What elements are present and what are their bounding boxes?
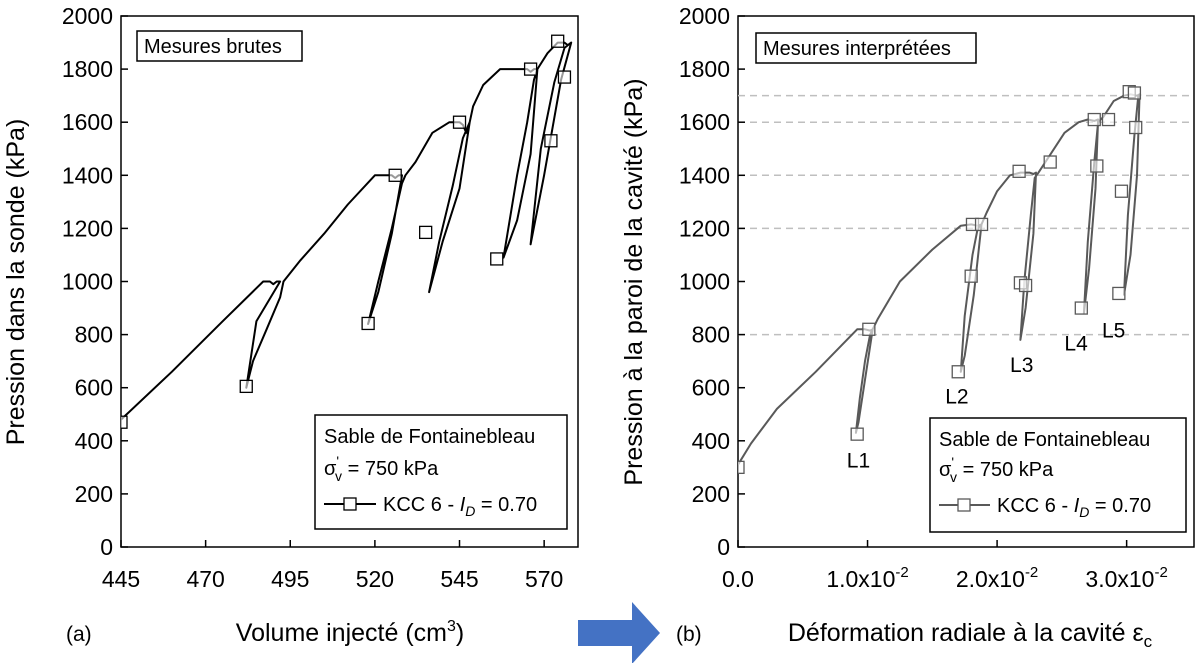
data-point-marker-b: [1018, 278, 1033, 293]
y-tick-label-a: 1800: [62, 56, 113, 82]
y-axis-label-b: Pression à la paroi de la cavité (kPa): [620, 78, 648, 485]
y-tick-label-a: 1600: [62, 109, 113, 135]
legend-entry-a: KCC 6 - ID = 0.70: [383, 494, 537, 519]
loop-label: L5: [1102, 319, 1125, 342]
data-point-marker-b: [951, 365, 965, 379]
loop-label: L1: [847, 449, 870, 472]
axis-ticks-b: 0 200 400 600 800 1000 1200 1400 1600 1800 2000 0.0…: [679, 3, 1168, 592]
y-tick-label-b: 1000: [679, 269, 730, 295]
data-point-marker-b: [1087, 112, 1101, 127]
y-tick-label-a: 800: [75, 322, 113, 348]
y-tick-label-b: 800: [692, 322, 730, 348]
legend-marker-b: [957, 498, 971, 512]
data-point-marker-b: [850, 427, 864, 441]
x-tick-label-a: 570: [525, 566, 563, 592]
legend-stress-a: σ' v = 750 kPa: [324, 453, 439, 484]
loop-labels-b: L1 L2 L3 L4 L5: [847, 319, 1126, 472]
data-point-marker-b: [1112, 286, 1126, 301]
data-point-marker-b: [1101, 112, 1116, 127]
data-point-marker-b: [1127, 86, 1142, 100]
legend-entry-b: KCC 6 - ID = 0.70: [997, 495, 1151, 520]
y-tick-label-b: 0: [717, 534, 730, 560]
data-point-marker-b: [738, 460, 745, 475]
series-markers-b: [738, 85, 1143, 475]
x-tick-label-b: 2.0x10-2: [956, 564, 1038, 592]
annotation-box-b: [755, 32, 977, 64]
y-tick-label-b: 1600: [679, 109, 730, 135]
data-point-marker-b: [1129, 120, 1143, 135]
y-tick-label-b: 1400: [679, 162, 730, 188]
y-tick-label-b: 1200: [679, 215, 730, 241]
y-tick-label-a: 1400: [62, 162, 113, 188]
data-point-marker-b: [862, 322, 876, 336]
data-point-marker-b: [964, 269, 978, 283]
data-point-marker-b: [1090, 159, 1104, 173]
x-axis-label-a: Volume injecté (cm3): [236, 618, 464, 647]
x-tick-label-a: 470: [186, 566, 224, 592]
x-axis-label-b: Déformation radiale à la cavité εc: [788, 619, 1153, 651]
loop-label: L3: [1010, 354, 1033, 377]
data-point-marker-b: [1012, 164, 1026, 178]
data-point-marker-a: [239, 379, 253, 394]
data-point-marker-a: [452, 115, 467, 129]
x-tick-label-a: 520: [356, 566, 394, 592]
y-tick-label-a: 400: [75, 428, 113, 454]
chart-panel-a: 0 200 400 600 800 1000 1200 1400 1600 1800 2000 445…: [2, 3, 579, 647]
data-point-marker-a: [544, 134, 558, 148]
x-tick-label-a: 495: [271, 566, 309, 592]
y-tick-label-b: 200: [692, 481, 730, 507]
annotation-label-b: Mesures interprétées: [763, 38, 951, 60]
x-tick-label-b: 0.0: [722, 566, 754, 592]
legend-box-a: [314, 414, 568, 530]
x-tick-label-b: 1.0x10-2: [826, 564, 908, 592]
chart-panel-b: 0 200 400 600 800 1000 1200 1400 1600 1800 2000 0.0…: [620, 3, 1195, 651]
data-point-marker-a: [523, 62, 538, 76]
y-tick-label-a: 1200: [62, 215, 113, 241]
legend-material-b: Sable de Fontainebleau: [939, 429, 1150, 451]
x-tick-label-a: 445: [102, 566, 140, 592]
data-point-marker-b: [1114, 184, 1129, 198]
y-tick-label-a: 2000: [62, 3, 113, 29]
y-tick-label-b: 400: [692, 428, 730, 454]
data-point-marker-a: [388, 168, 402, 182]
legend-box-b: [929, 417, 1187, 533]
x-tick-label-b: 3.0x10-2: [1085, 564, 1167, 592]
data-point-marker-a: [361, 316, 375, 331]
data-point-marker-a: [557, 70, 572, 84]
loop-label: L4: [1064, 333, 1088, 356]
legend-marker-a: [343, 497, 357, 511]
reference-lines-b: [738, 94, 1194, 336]
panel-label-b: (b): [676, 623, 702, 646]
y-tick-label-a: 600: [75, 375, 113, 401]
series-line-a: [121, 41, 573, 421]
legend-material-a: Sable de Fontainebleau: [324, 426, 535, 448]
annotation-label-a: Mesures brutes: [144, 36, 282, 58]
y-tick-label-b: 2000: [679, 3, 730, 29]
annotation-box-a: [136, 30, 303, 62]
data-point-marker-b: [974, 217, 989, 232]
data-point-marker-a: [419, 225, 433, 240]
y-tick-label-a: 200: [75, 481, 113, 507]
y-tick-label-b: 600: [692, 375, 730, 401]
legend-stress-b: σ' v = 750 kPa: [939, 454, 1054, 485]
y-tick-label-b: 1800: [679, 56, 730, 82]
panel-label-a: (a): [66, 623, 92, 646]
loop-label: L2: [945, 386, 968, 409]
data-point-marker-a: [551, 34, 565, 48]
y-axis-label-a: Pression dans la sonde (kPa): [2, 119, 30, 446]
y-tick-label-a: 0: [100, 534, 113, 560]
data-point-marker-a: [121, 415, 128, 429]
data-point-marker-a: [490, 252, 504, 266]
series-markers-a: [121, 34, 572, 429]
data-point-marker-b: [1074, 301, 1088, 315]
x-tick-label-a: 545: [440, 566, 478, 592]
y-tick-label-a: 1000: [62, 269, 113, 295]
series-line-b: [738, 93, 1142, 466]
arrow-right-icon: [578, 602, 660, 663]
axis-ticks-a: 0 200 400 600 800 1000 1200 1400 1600 1800 2000 445…: [62, 3, 564, 592]
data-point-marker-b: [1043, 155, 1057, 169]
